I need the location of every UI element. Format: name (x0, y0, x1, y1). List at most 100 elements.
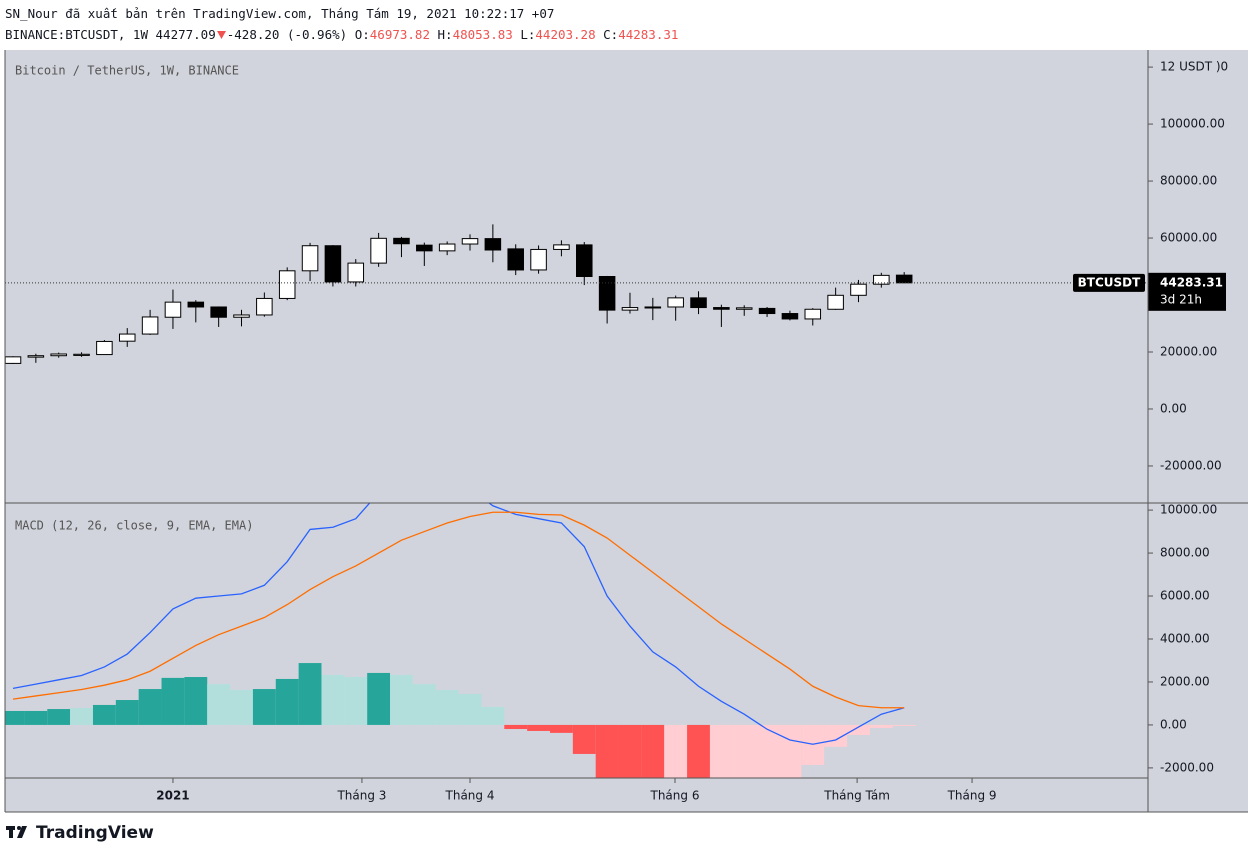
open-label: O: (354, 27, 370, 42)
countdown-label: 3d 21h (1160, 292, 1202, 306)
histogram-bar (47, 709, 71, 725)
histogram-bar (390, 674, 413, 725)
histogram-bar (207, 684, 231, 725)
high-label: H: (437, 27, 453, 42)
histogram-bar (344, 677, 368, 725)
candle-body (781, 313, 799, 320)
y-tick-label: -2000.00 (1160, 760, 1214, 774)
candle-body (507, 248, 524, 271)
symbol-tag (1073, 273, 1145, 292)
candle-body (461, 238, 479, 245)
candle-body (393, 237, 410, 245)
histogram-bar (230, 689, 253, 725)
y-tick-label: 80000.00 (1160, 174, 1217, 188)
macd-pane-title: MACD (12, 26, close, 9, EMA, EMA) (15, 519, 253, 533)
candle-body (324, 245, 342, 283)
candle-body (827, 294, 844, 310)
candle-body (644, 306, 662, 309)
histogram-bar (5, 710, 25, 725)
close-label: C: (603, 27, 619, 42)
histogram-bar (755, 724, 779, 778)
candle-body (576, 244, 593, 278)
histogram-bar (24, 710, 48, 725)
candle-body (5, 356, 22, 364)
candle-body (301, 245, 319, 272)
histogram-bar (115, 700, 139, 725)
candle-body (598, 276, 616, 311)
price-pane (5, 224, 1148, 364)
change: -428.20 (-0.96%) (226, 27, 348, 42)
histogram-bar (595, 724, 619, 778)
y-tick-label: 0.00 (1160, 401, 1187, 415)
histogram-bar (504, 724, 528, 730)
candle-body (438, 243, 456, 252)
histogram-bar (527, 724, 550, 731)
histogram-bar (481, 706, 505, 725)
x-tick-label: Tháng 4 (445, 789, 495, 803)
candle-body (690, 297, 707, 309)
last-price-tag (1148, 272, 1226, 311)
candle-body (484, 238, 502, 251)
axes: 12 USDT )0100000.0080000.0060000.0040000… (156, 60, 1228, 803)
x-tick-label: Tháng 3 (336, 789, 386, 803)
candle-body (553, 244, 570, 250)
symbol-tag-label: BTCUSDT (1078, 275, 1141, 289)
histogram-bar (275, 678, 299, 725)
low-value: 44203.28 (535, 27, 596, 42)
histogram-bar (732, 724, 756, 778)
histogram-bar (709, 724, 733, 778)
y-tick-label: 4000.00 (1160, 631, 1210, 645)
histogram-bar (458, 693, 482, 725)
histogram-bar (367, 672, 391, 725)
candle-body (530, 248, 547, 271)
macd-pane (5, 503, 916, 778)
histogram-bar (298, 663, 322, 725)
x-tick-label: Tháng 6 (650, 789, 700, 803)
candle-body (873, 274, 890, 285)
candle-body (713, 307, 730, 310)
candle-body (735, 307, 753, 310)
y-tick-label: 8000.00 (1160, 546, 1210, 560)
y-tick-label: -20000.00 (1160, 458, 1222, 472)
y-tick-label: 0.00 (1160, 717, 1187, 731)
histogram-bar (664, 724, 688, 778)
histogram-bar (412, 684, 436, 725)
open-value: 46973.82 (369, 27, 430, 42)
candle-body (141, 316, 159, 335)
macd-line (12, 503, 905, 745)
candle-body (758, 307, 776, 315)
x-tick-label: 2021 (156, 789, 189, 803)
candle-body (210, 306, 227, 318)
last-price-label: 44283.31 (1160, 275, 1223, 289)
y-tick-label: 12 USDT )0 (1160, 60, 1228, 74)
histogram-bar (252, 689, 276, 725)
publisher-line: SN_Nour đã xuất bản trên TradingView.com… (5, 6, 555, 21)
histogram-bar (138, 689, 162, 725)
brand: TradingView (36, 823, 154, 843)
histogram-bar (549, 724, 573, 733)
low-label: L: (520, 27, 536, 42)
candle-body (850, 283, 867, 296)
histogram-bar (869, 724, 893, 728)
histogram-bar (687, 724, 710, 778)
x-tick-label: Tháng Tám (823, 789, 890, 803)
y-tick-label: 100000.00 (1160, 117, 1225, 131)
histogram-bar (435, 689, 459, 725)
candle-body (347, 262, 365, 283)
quote-line: BINANCE:BTCUSDT, 1W 44277.09 -428.20 (-0.… (5, 24, 678, 45)
candle-body (233, 314, 250, 318)
logo (6, 826, 27, 838)
price: 44277.09 (155, 27, 216, 42)
candle-body (164, 301, 182, 318)
price-pane-title: Bitcoin / TetherUS, 1W, BINANCE (15, 64, 239, 78)
symbol: BINANCE:BTCUSDT, 1W (5, 27, 148, 42)
candle-body (667, 297, 684, 308)
candle-body (256, 297, 273, 316)
candle-body (73, 353, 90, 356)
histogram-bar (847, 724, 870, 736)
y-tick-label: 10000.00 (1160, 503, 1217, 517)
candle-body (118, 333, 136, 342)
y-tick-label: 60000.00 (1160, 231, 1217, 245)
candle-body (895, 274, 913, 284)
